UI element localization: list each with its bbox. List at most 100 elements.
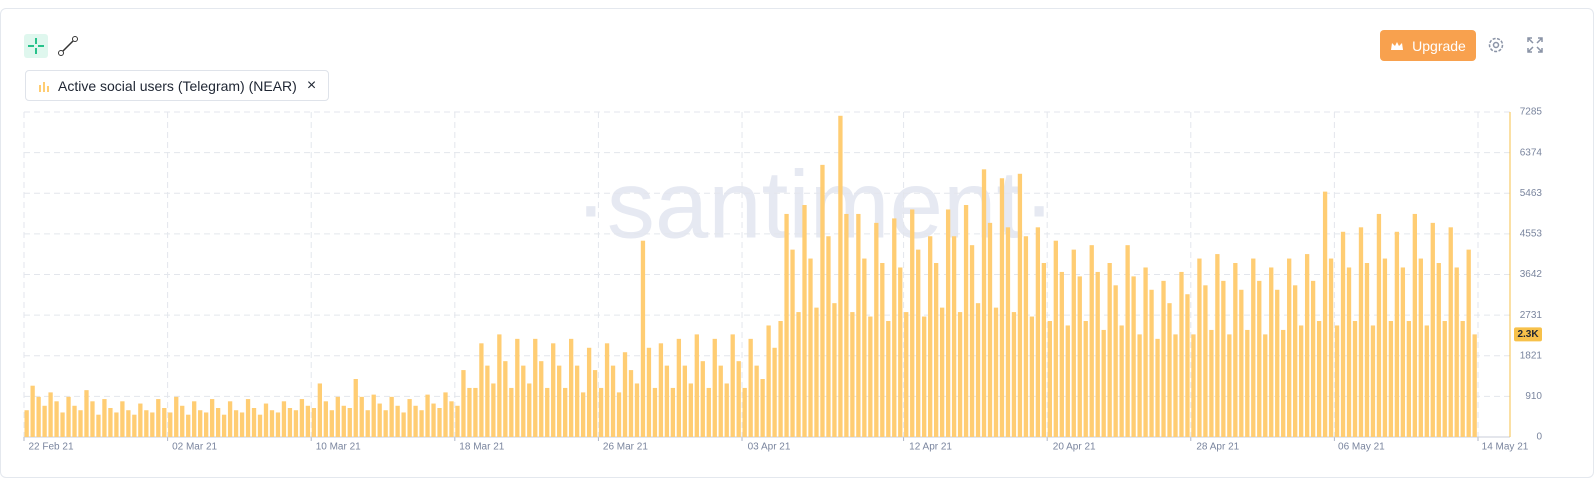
- bar: [670, 387, 676, 437]
- bar: [1239, 289, 1244, 437]
- bar: [1281, 329, 1286, 437]
- bar: [688, 383, 693, 437]
- bar: [401, 412, 406, 437]
- bar: [305, 405, 311, 437]
- bar: [724, 383, 729, 437]
- crown-icon: [1391, 41, 1404, 50]
- bar: [287, 408, 293, 437]
- bar: [1185, 294, 1190, 437]
- bar: [886, 321, 891, 437]
- bar: [1364, 263, 1370, 437]
- bar: [580, 392, 586, 437]
- bar: [84, 390, 89, 437]
- bar: [1257, 280, 1262, 437]
- bar: [796, 312, 801, 437]
- bar: [1041, 263, 1047, 437]
- bar: [832, 303, 837, 437]
- bar: [790, 249, 795, 437]
- x-tick-label: 12 Apr 21: [909, 442, 952, 453]
- x-tick-label: 22 Feb 21: [28, 442, 73, 453]
- bar: [78, 410, 83, 437]
- upgrade-button[interactable]: Upgrade: [1380, 30, 1476, 61]
- bar: [1382, 258, 1388, 437]
- bar: [604, 343, 610, 437]
- bar: [844, 213, 849, 437]
- bar: [1466, 249, 1471, 437]
- bar: [1137, 334, 1142, 437]
- bar: [838, 115, 843, 437]
- y-tick-label: 3642: [1520, 269, 1543, 280]
- remove-button[interactable]: ×: [306, 76, 317, 94]
- legend-chip[interactable]: Active social users (Telegram) (NEAR) ×: [25, 70, 330, 101]
- bar: [712, 338, 717, 437]
- x-tick-label: 28 Apr 21: [1196, 442, 1239, 453]
- bar: [592, 370, 598, 437]
- bar: [186, 414, 191, 437]
- bar: [1095, 271, 1100, 437]
- bar: [1191, 334, 1196, 437]
- bar: [1334, 325, 1340, 437]
- bar: [598, 387, 604, 437]
- bar: [341, 405, 346, 437]
- bar: [66, 396, 71, 437]
- bar: [999, 178, 1005, 437]
- bar: [1346, 267, 1352, 437]
- bar: [1023, 236, 1029, 437]
- settings-icon[interactable]: [1487, 36, 1505, 54]
- bar: [574, 365, 580, 437]
- bar: [939, 307, 945, 437]
- bar: [933, 263, 939, 437]
- y-tick-label: 1821: [1520, 350, 1543, 361]
- x-tick-label: 20 Apr 21: [1053, 442, 1096, 453]
- bar: [1245, 329, 1250, 437]
- bar: [299, 399, 305, 437]
- bar: [892, 218, 897, 437]
- fullscreen-icon[interactable]: [1526, 36, 1544, 54]
- bar: [856, 213, 861, 437]
- bar: [730, 334, 735, 437]
- bar: [676, 338, 682, 437]
- bar: [24, 410, 29, 437]
- bar: [257, 414, 263, 437]
- bar: [563, 387, 568, 437]
- bar: [1155, 338, 1160, 437]
- bar: [461, 370, 466, 437]
- bar: [1472, 334, 1477, 437]
- bar: [874, 222, 879, 437]
- bar: [503, 361, 508, 437]
- bar: [245, 399, 251, 437]
- bar: [1412, 213, 1417, 437]
- bar: [922, 316, 927, 437]
- bar: [610, 365, 616, 437]
- bar: [479, 343, 484, 437]
- bar: [317, 383, 323, 437]
- bar: [1448, 227, 1453, 437]
- bar: [736, 361, 741, 437]
- bar: [126, 410, 131, 437]
- bar: [1287, 258, 1292, 437]
- bar: [1233, 263, 1238, 437]
- bar: [1388, 321, 1394, 437]
- bar: [473, 387, 478, 437]
- bar: [1149, 289, 1154, 437]
- bar: [969, 245, 975, 437]
- bar: [945, 209, 951, 437]
- bar: [904, 312, 909, 437]
- bar: [371, 394, 376, 437]
- bar: [551, 343, 556, 437]
- bar: [1131, 276, 1136, 437]
- cursor-tool[interactable]: [24, 34, 48, 58]
- bar: [1430, 222, 1435, 437]
- bar: [862, 258, 867, 437]
- bar: [760, 379, 765, 437]
- bar: [407, 399, 412, 437]
- line-tool[interactable]: [56, 34, 80, 58]
- bar: [132, 414, 137, 437]
- bar: [628, 370, 634, 437]
- bar: [455, 405, 460, 437]
- bar: [144, 410, 149, 437]
- bar: [772, 347, 777, 437]
- bar: [347, 408, 352, 437]
- bar: [1436, 263, 1441, 437]
